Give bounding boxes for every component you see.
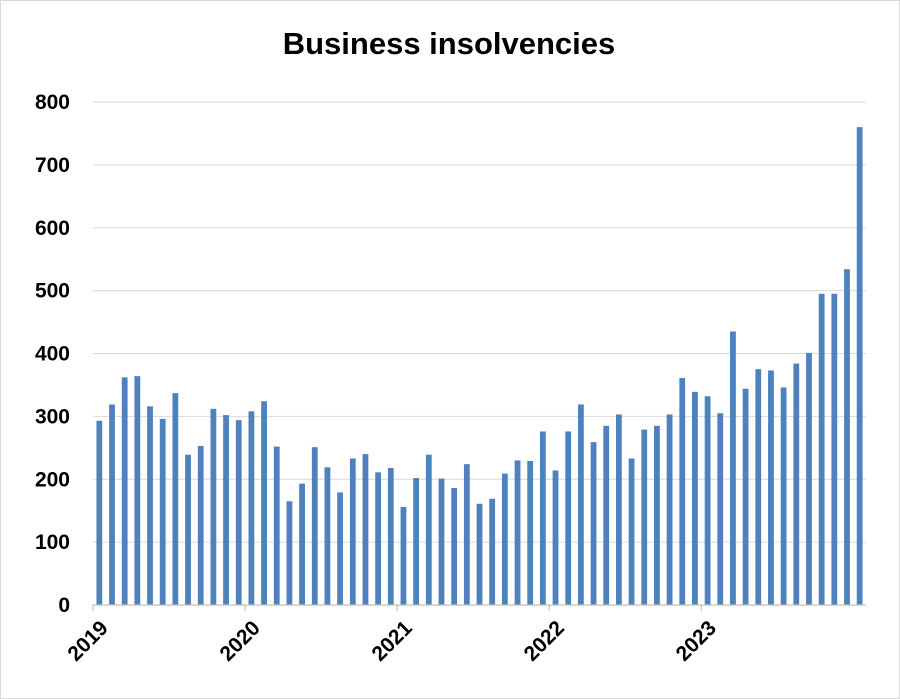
bar (679, 378, 686, 605)
bar (717, 413, 724, 605)
bar (628, 458, 635, 605)
y-tick-label: 600 (35, 217, 70, 240)
bar (147, 406, 153, 605)
x-tick-label: 2021 (368, 616, 418, 666)
bar (223, 415, 229, 605)
bar (425, 454, 432, 605)
bar (615, 414, 622, 605)
chart-title: Business insolvencies (283, 26, 616, 61)
bar (400, 506, 407, 605)
bar (793, 363, 800, 605)
bar (185, 454, 191, 605)
bar (552, 470, 559, 605)
y-tick-label: 300 (35, 405, 70, 428)
bar (210, 408, 217, 605)
bar (704, 396, 711, 605)
bar (856, 127, 863, 606)
bars (96, 127, 863, 606)
bar (780, 387, 787, 605)
bar (501, 473, 508, 605)
bar (666, 414, 673, 605)
bar (337, 492, 344, 605)
bar (235, 420, 242, 605)
y-tick-label: 700 (35, 154, 70, 177)
bar (362, 454, 369, 605)
bar (311, 447, 318, 605)
bar (172, 393, 179, 605)
bar (109, 404, 115, 605)
x-axis: 2019 2020 2021 2022 2023 (63, 604, 866, 666)
bar (451, 488, 458, 605)
bar (463, 464, 470, 605)
gridlines (93, 101, 866, 543)
bar (514, 460, 521, 605)
bar (286, 501, 293, 605)
bar (324, 467, 331, 605)
y-tick-label: 400 (35, 343, 70, 366)
bar (527, 461, 534, 605)
bar (692, 391, 698, 605)
bar (831, 293, 838, 605)
bar (742, 388, 749, 605)
bar (844, 269, 850, 605)
bar (159, 418, 166, 605)
bar (299, 483, 305, 605)
y-tick-label: 200 (35, 468, 70, 491)
y-tick-label: 0 (58, 594, 70, 617)
bar (565, 431, 572, 605)
bar (121, 377, 128, 605)
x-tick-label: 2020 (215, 616, 264, 665)
bar (489, 498, 496, 605)
bar (413, 477, 420, 605)
bar (806, 352, 812, 605)
y-tick-label: 800 (35, 91, 70, 114)
bar (641, 429, 648, 605)
bar (96, 420, 103, 605)
x-tick-label: 2022 (520, 616, 569, 665)
bar (818, 293, 825, 605)
y-tick-label: 500 (35, 280, 70, 303)
bar (197, 445, 204, 605)
x-tick-label: 2023 (672, 616, 721, 665)
y-axis: 0 100 200 300 400 500 600 700 800 (35, 91, 70, 617)
bar (577, 404, 584, 605)
x-tick-label: 2019 (63, 616, 112, 665)
bar (755, 369, 762, 605)
bar (438, 478, 445, 605)
bar (603, 425, 610, 605)
bar (248, 411, 255, 605)
bar (768, 370, 774, 605)
bar (273, 446, 280, 605)
bar (375, 472, 382, 605)
y-tick-label: 100 (35, 531, 70, 554)
bar (476, 503, 483, 605)
bar (654, 425, 660, 605)
bar (590, 442, 597, 605)
bar (134, 376, 141, 605)
bar (539, 431, 546, 605)
bar (387, 467, 394, 605)
bar (261, 401, 267, 605)
bar (349, 458, 356, 605)
bar (730, 331, 736, 605)
